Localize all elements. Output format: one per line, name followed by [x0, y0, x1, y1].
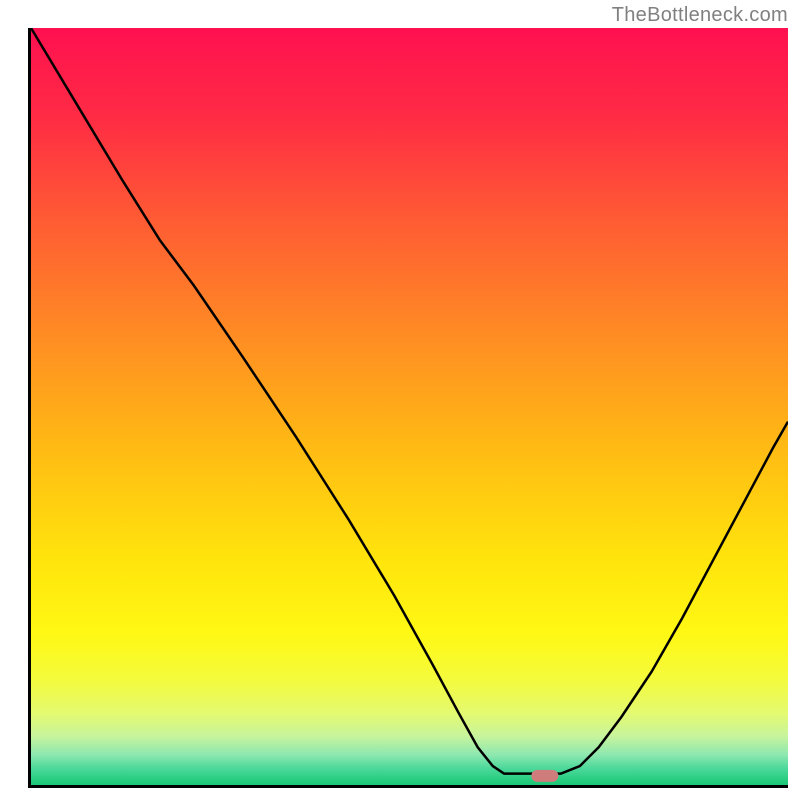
optimum-marker — [531, 770, 558, 782]
bottleneck-curve — [31, 28, 788, 774]
curve-layer — [31, 28, 788, 785]
chart-container: TheBottleneck.com — [0, 0, 800, 800]
plot-area — [28, 28, 788, 788]
watermark-text: TheBottleneck.com — [612, 4, 788, 27]
x-axis — [28, 785, 788, 788]
y-axis — [28, 28, 31, 788]
